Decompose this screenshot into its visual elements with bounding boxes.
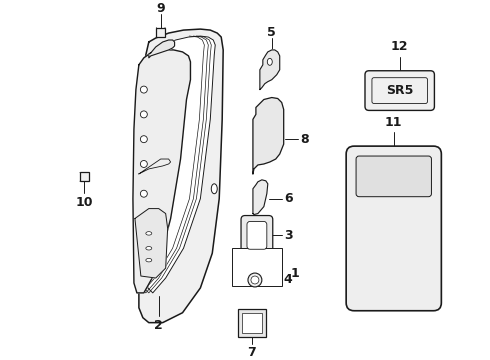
Text: 11: 11 — [385, 116, 402, 129]
Text: 3: 3 — [284, 229, 293, 242]
Text: 5: 5 — [268, 26, 276, 39]
Polygon shape — [149, 40, 174, 58]
Polygon shape — [253, 98, 284, 174]
Text: 7: 7 — [247, 346, 256, 359]
Circle shape — [251, 276, 259, 284]
FancyBboxPatch shape — [346, 146, 441, 311]
Polygon shape — [133, 50, 191, 293]
Circle shape — [248, 273, 262, 287]
Circle shape — [140, 161, 147, 167]
Ellipse shape — [146, 231, 152, 235]
FancyBboxPatch shape — [241, 216, 273, 255]
Ellipse shape — [211, 184, 217, 194]
Circle shape — [140, 111, 147, 118]
Text: 1: 1 — [290, 266, 299, 280]
Ellipse shape — [146, 258, 152, 262]
Text: 12: 12 — [391, 40, 409, 53]
Text: SR5: SR5 — [386, 84, 414, 97]
FancyBboxPatch shape — [247, 221, 267, 249]
Polygon shape — [146, 36, 215, 293]
Bar — [238, 309, 266, 337]
Text: 9: 9 — [156, 2, 165, 15]
Text: 2: 2 — [154, 319, 163, 332]
Bar — [242, 313, 262, 333]
Bar — [80, 172, 89, 181]
FancyBboxPatch shape — [365, 71, 435, 111]
Text: 4: 4 — [283, 274, 292, 287]
FancyBboxPatch shape — [372, 78, 427, 103]
Polygon shape — [253, 180, 268, 215]
Polygon shape — [260, 50, 280, 90]
Circle shape — [140, 190, 147, 197]
Text: 6: 6 — [284, 192, 293, 205]
Bar — [156, 28, 165, 36]
Polygon shape — [139, 29, 223, 323]
Circle shape — [140, 136, 147, 143]
Bar — [232, 248, 282, 286]
Ellipse shape — [146, 247, 152, 250]
Circle shape — [140, 86, 147, 93]
Text: 10: 10 — [75, 196, 93, 209]
Text: 8: 8 — [300, 133, 309, 146]
Ellipse shape — [268, 58, 272, 65]
FancyBboxPatch shape — [356, 156, 431, 197]
Polygon shape — [135, 208, 168, 278]
